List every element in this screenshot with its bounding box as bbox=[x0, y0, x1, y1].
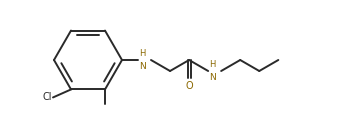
Text: O: O bbox=[185, 81, 193, 91]
Text: H: H bbox=[209, 60, 216, 69]
Text: Cl: Cl bbox=[42, 92, 52, 102]
Text: N: N bbox=[139, 62, 146, 71]
Text: H: H bbox=[139, 49, 145, 58]
Text: N: N bbox=[209, 73, 216, 82]
